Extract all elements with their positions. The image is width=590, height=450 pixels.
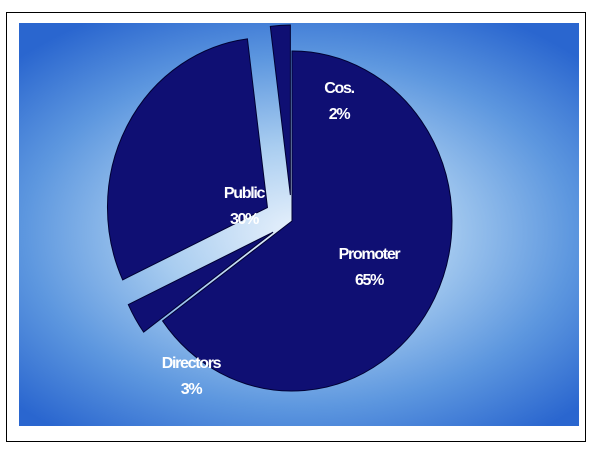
slice-percent-public: 30% <box>230 211 259 228</box>
slice-percent-cos: 2% <box>329 106 351 123</box>
pie-chart: Promoter 65% Directors 3% Public 30% Cos. 2% <box>106 24 453 398</box>
slice-label-public: Public <box>224 185 266 202</box>
slice-label-directors: Directors <box>162 355 222 372</box>
pie-slice-promoter <box>161 50 453 392</box>
chart-frame: Promoter 65% Directors 3% Public 30% Cos. 2% <box>6 12 586 442</box>
slice-label-cos: Cos. <box>324 80 354 97</box>
slice-percent-directors: 3% <box>181 381 203 398</box>
pie-slice-cos <box>269 24 291 196</box>
pie-slice-directors <box>127 231 274 333</box>
pie-slice-public <box>106 38 269 281</box>
chart-plot-area: Promoter 65% Directors 3% Public 30% Cos. 2% <box>19 23 579 426</box>
slice-percent-promoter: 65% <box>355 272 384 289</box>
slice-label-promoter: Promoter <box>339 246 401 263</box>
